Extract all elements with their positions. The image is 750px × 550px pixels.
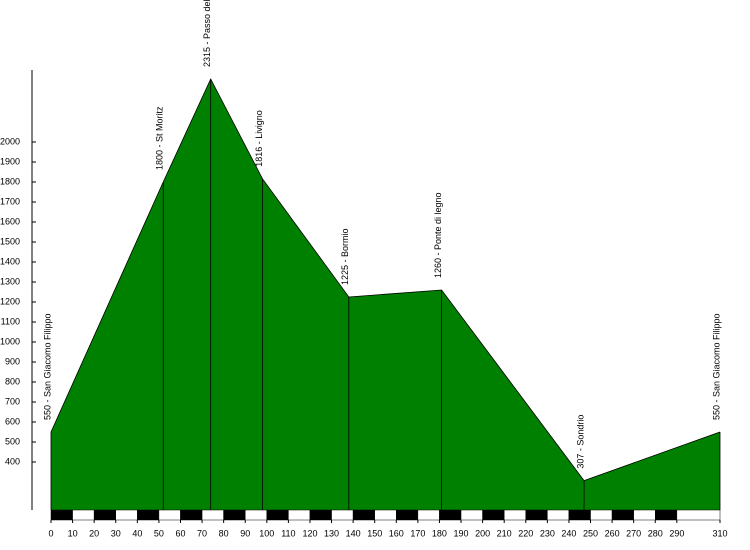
waypoint-label: 2315 - Passo del xyxy=(202,0,212,67)
y-tick-label: 800 xyxy=(5,376,20,386)
x-tick-label: 310 xyxy=(712,528,727,538)
x-tick-label: 0 xyxy=(48,528,53,538)
x-tick-label: 160 xyxy=(389,528,404,538)
y-tick-label: 1500 xyxy=(0,236,20,246)
x-tick-label: 10 xyxy=(68,528,78,538)
waypoint-label: 1800 - St Moritz xyxy=(155,106,165,170)
waypoint-label: 1260 - Ponte di legno xyxy=(433,192,443,278)
x-tick-label: 220 xyxy=(518,528,533,538)
scale-segment xyxy=(331,509,354,521)
x-tick-label: 60 xyxy=(175,528,185,538)
scale-segment xyxy=(417,509,440,521)
x-tick-label: 230 xyxy=(540,528,555,538)
y-tick-label: 1400 xyxy=(0,256,20,266)
x-tick-label: 150 xyxy=(367,528,382,538)
y-tick-label: 1300 xyxy=(0,276,20,286)
y-tick-label: 2000 xyxy=(0,136,20,146)
scale-segment xyxy=(396,509,419,521)
scale-segment xyxy=(180,509,203,521)
x-tick-label: 290 xyxy=(669,528,684,538)
scale-segment xyxy=(309,509,332,521)
scale-segment xyxy=(158,509,181,521)
y-tick-label: 700 xyxy=(5,396,20,406)
x-tick-label: 90 xyxy=(240,528,250,538)
x-tick-label: 20 xyxy=(89,528,99,538)
y-tick-label: 1600 xyxy=(0,216,20,226)
y-tick-label: 900 xyxy=(5,356,20,366)
y-tick-label: 1100 xyxy=(1,316,20,326)
y-tick-label: 1800 xyxy=(0,176,20,186)
scale-segment xyxy=(547,509,570,521)
x-tick-label: 260 xyxy=(605,528,620,538)
scale-segment xyxy=(525,509,548,521)
scale-segment xyxy=(676,509,721,521)
scale-segment xyxy=(482,509,505,521)
x-tick-label: 80 xyxy=(219,528,229,538)
x-tick-label: 30 xyxy=(111,528,121,538)
y-tick-label: 1000 xyxy=(0,336,20,346)
scale-segment xyxy=(568,509,591,521)
scale-segment xyxy=(115,509,138,521)
y-tick-label: 500 xyxy=(5,436,20,446)
scale-segment xyxy=(93,509,116,521)
y-tick-label: 400 xyxy=(5,456,20,466)
x-tick-label: 130 xyxy=(324,528,339,538)
x-tick-label: 170 xyxy=(410,528,425,538)
x-tick-label: 190 xyxy=(454,528,469,538)
scale-segment xyxy=(503,509,527,521)
profile-line xyxy=(50,78,721,482)
scale-segment xyxy=(590,509,613,521)
y-tick-label: 1200 xyxy=(0,296,20,306)
x-tick-label: 270 xyxy=(626,528,641,538)
waypoint-label: 1816 - Livigno xyxy=(254,110,264,167)
x-tick-label: 200 xyxy=(475,528,490,538)
scale-segment xyxy=(201,509,224,521)
scale-segment xyxy=(460,509,483,521)
x-tick-label: 210 xyxy=(497,528,512,538)
scale-segment xyxy=(439,509,462,521)
waypoint-label: 1225 - Bormio xyxy=(340,228,350,285)
scale-segment xyxy=(223,509,246,521)
waypoint-label: 550 - San Giacomo Filippo xyxy=(42,313,52,420)
scale-segment xyxy=(244,509,268,521)
y-tick-label: 1900 xyxy=(0,156,20,166)
x-tick-label: 140 xyxy=(346,528,361,538)
waypoint-label: 307 - Sondrio xyxy=(575,415,585,469)
x-tick-label: 120 xyxy=(302,528,317,538)
x-tick-label: 100 xyxy=(259,528,274,538)
x-tick-label: 180 xyxy=(432,528,447,538)
y-tick-label: 600 xyxy=(5,416,20,426)
scale-segment xyxy=(288,509,311,521)
x-tick-label: 110 xyxy=(281,528,295,538)
scale-segment xyxy=(611,509,634,521)
scale-segment xyxy=(633,509,656,521)
scale-segment xyxy=(266,509,289,521)
scale-segment xyxy=(72,509,95,521)
waypoint-label: 550 - San Giacomo Filippo xyxy=(711,313,721,420)
y-tick-label: 1700 xyxy=(0,196,20,206)
scale-segment xyxy=(655,509,678,521)
scale-segment xyxy=(50,509,73,521)
scale-segment xyxy=(137,509,160,521)
x-tick-label: 280 xyxy=(648,528,663,538)
x-tick-label: 70 xyxy=(197,528,207,538)
x-tick-label: 250 xyxy=(583,528,598,538)
scale-segment xyxy=(374,509,397,521)
x-tick-label: 40 xyxy=(132,528,142,538)
scale-segment xyxy=(352,509,375,521)
x-tick-label: 240 xyxy=(561,528,576,538)
x-tick-label: 50 xyxy=(154,528,164,538)
